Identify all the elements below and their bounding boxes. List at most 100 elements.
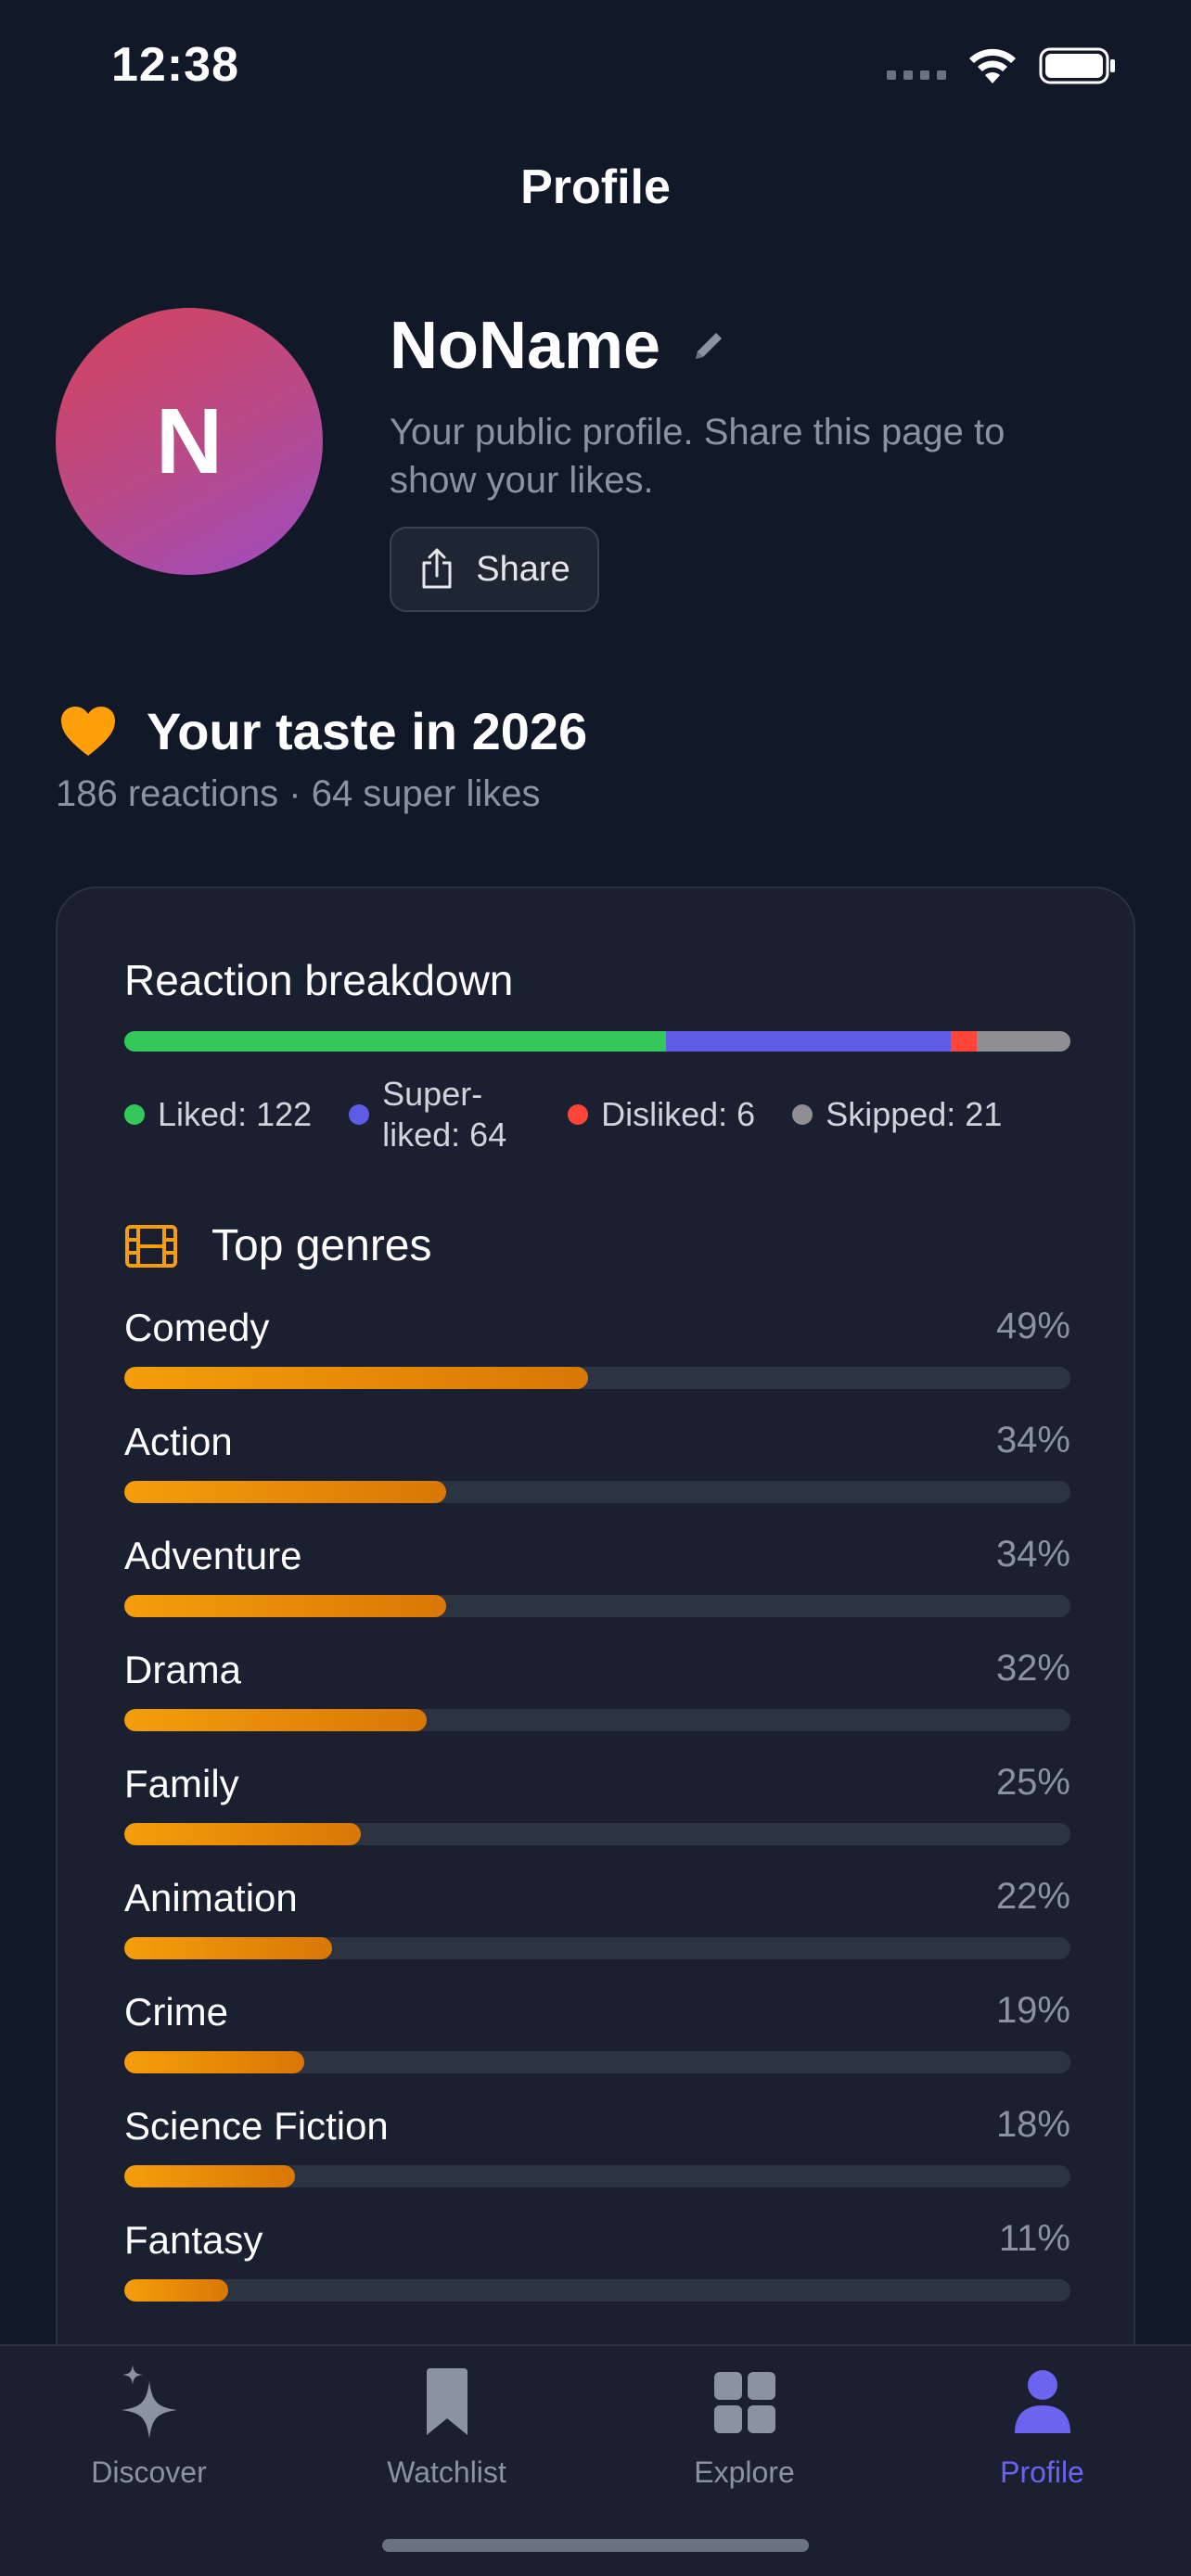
genre-name: Crime [124, 1990, 228, 2034]
home-indicator [382, 2539, 809, 2552]
genre-name: Action [124, 1420, 233, 1463]
tab-label: Watchlist [387, 2455, 506, 2489]
legend-item: Super-liked: 64 [349, 1074, 531, 1155]
film-icon [125, 1224, 177, 1268]
sparkles-icon [121, 2365, 177, 2439]
genre-row: Fantasy 11% [124, 2218, 1070, 2332]
genre-bar-fill [124, 1709, 428, 1731]
reaction-bar-segment [666, 1031, 951, 1052]
genre-percent: 18% [995, 2104, 1070, 2145]
genre-name: Animation [124, 1876, 298, 1919]
legend-label: Super-liked: 64 [382, 1075, 507, 1154]
genre-bar-track [124, 2165, 1070, 2187]
reaction-legend: Liked: 122 Super-liked: 64 Disliked: 6 Skip… [124, 1074, 1089, 1155]
legend-label: Liked: 122 [158, 1095, 313, 1133]
cellular-signal-icon [887, 70, 946, 80]
genre-bar-fill [124, 1595, 446, 1617]
tab-profile[interactable]: Profile [893, 2365, 1191, 2490]
tab-discover[interactable]: Discover [0, 2365, 298, 2490]
share-label: Share [476, 549, 570, 589]
genre-bar-track [124, 2051, 1070, 2073]
genre-bar-fill [124, 1481, 446, 1503]
genre-bar-fill [124, 2051, 304, 2073]
genre-bar-track [124, 1937, 1070, 1959]
genre-percent: 25% [995, 1762, 1070, 1803]
genre-name: Family [124, 1762, 239, 1805]
breakdown-title: Reaction breakdown [124, 956, 514, 1004]
legend-label: Disliked: 6 [601, 1095, 756, 1133]
tab-label: Profile [1000, 2455, 1084, 2489]
reaction-stacked-bar [124, 1031, 1070, 1052]
page-title: Profile [520, 160, 671, 214]
genre-row: Comedy 49% [124, 1306, 1070, 1420]
genre-row: Action 34% [124, 1420, 1070, 1534]
grid-icon [713, 2372, 775, 2433]
avatar: N [56, 308, 323, 575]
genre-bar-track [124, 1709, 1070, 1731]
share-icon [422, 548, 452, 589]
profile-description: Your public profile. Share this page to … [390, 412, 1005, 501]
genre-bar-track [124, 1823, 1070, 1845]
genre-name: Adventure [124, 1534, 302, 1577]
genre-percent: 34% [995, 1420, 1070, 1460]
legend-item: Disliked: 6 [568, 1095, 755, 1134]
legend-dot [792, 1104, 813, 1125]
reaction-bar-segment [124, 1031, 667, 1052]
taste-title: Your taste in 2026 [147, 702, 588, 760]
genre-list: Comedy 49% Action 34% Adventure 34% Drama 32% Fa… [124, 1306, 1070, 2332]
legend-item: Skipped: 21 [792, 1095, 1002, 1134]
reaction-bar-segment [977, 1031, 1070, 1052]
person-icon [1014, 2370, 1070, 2433]
status-icons [887, 46, 1117, 85]
taste-header: Your taste in 2026 [59, 701, 587, 761]
genre-bar-fill [124, 2279, 229, 2302]
genre-percent: 34% [995, 1534, 1070, 1575]
genres-title: Top genres [211, 1221, 432, 1270]
genre-percent: 22% [995, 1876, 1070, 1917]
genre-bar-track [124, 1481, 1070, 1503]
genres-header: Top genres [124, 1220, 432, 1271]
genre-bar-track [124, 1595, 1070, 1617]
genre-row: Drama 32% [124, 1648, 1070, 1762]
share-button[interactable]: Share [390, 527, 599, 612]
genre-bar-fill [124, 2165, 295, 2187]
genre-row: Adventure 34% [124, 1534, 1070, 1648]
legend-dot [568, 1104, 589, 1125]
genre-percent: 19% [995, 1990, 1070, 2031]
wifi-icon [969, 48, 1016, 83]
genre-percent: 32% [995, 1648, 1070, 1689]
genre-name: Science Fiction [124, 2104, 389, 2148]
genre-percent: 49% [995, 1306, 1070, 1346]
profile-name-row: NoName [390, 308, 729, 384]
genre-row: Family 25% [124, 1762, 1070, 1876]
genre-bar-fill [124, 1937, 333, 1959]
tab-label: Discover [91, 2455, 207, 2489]
legend-dot [124, 1104, 145, 1125]
legend-dot [349, 1104, 370, 1125]
heart-icon [61, 706, 115, 756]
profile-name: NoName [390, 309, 661, 383]
tab-bar: Discover Watchlist Explore Profile [0, 2344, 1191, 2576]
bookmark-icon [426, 2368, 467, 2435]
genre-row: Science Fiction 18% [124, 2104, 1070, 2218]
edit-pencil-icon[interactable] [688, 325, 729, 366]
genre-name: Comedy [124, 1306, 270, 1349]
genre-row: Animation 22% [124, 1876, 1070, 1990]
tab-label: Explore [694, 2455, 795, 2489]
tab-watchlist[interactable]: Watchlist [298, 2365, 596, 2490]
genre-percent: 11% [998, 2218, 1070, 2259]
status-time: 12:38 [111, 38, 239, 92]
legend-label: Skipped: 21 [826, 1095, 1003, 1133]
genre-row: Crime 19% [124, 1990, 1070, 2104]
reaction-bar-segment [950, 1031, 978, 1052]
genre-bar-track [124, 2279, 1070, 2302]
genre-bar-fill [124, 1823, 361, 1845]
battery-icon [1039, 47, 1115, 84]
legend-item: Liked: 122 [124, 1095, 312, 1134]
genre-name: Drama [124, 1648, 242, 1691]
genre-name: Fantasy [124, 2218, 263, 2262]
tab-explore[interactable]: Explore [596, 2365, 893, 2490]
genre-bar-track [124, 1367, 1070, 1389]
genre-bar-fill [124, 1367, 588, 1389]
